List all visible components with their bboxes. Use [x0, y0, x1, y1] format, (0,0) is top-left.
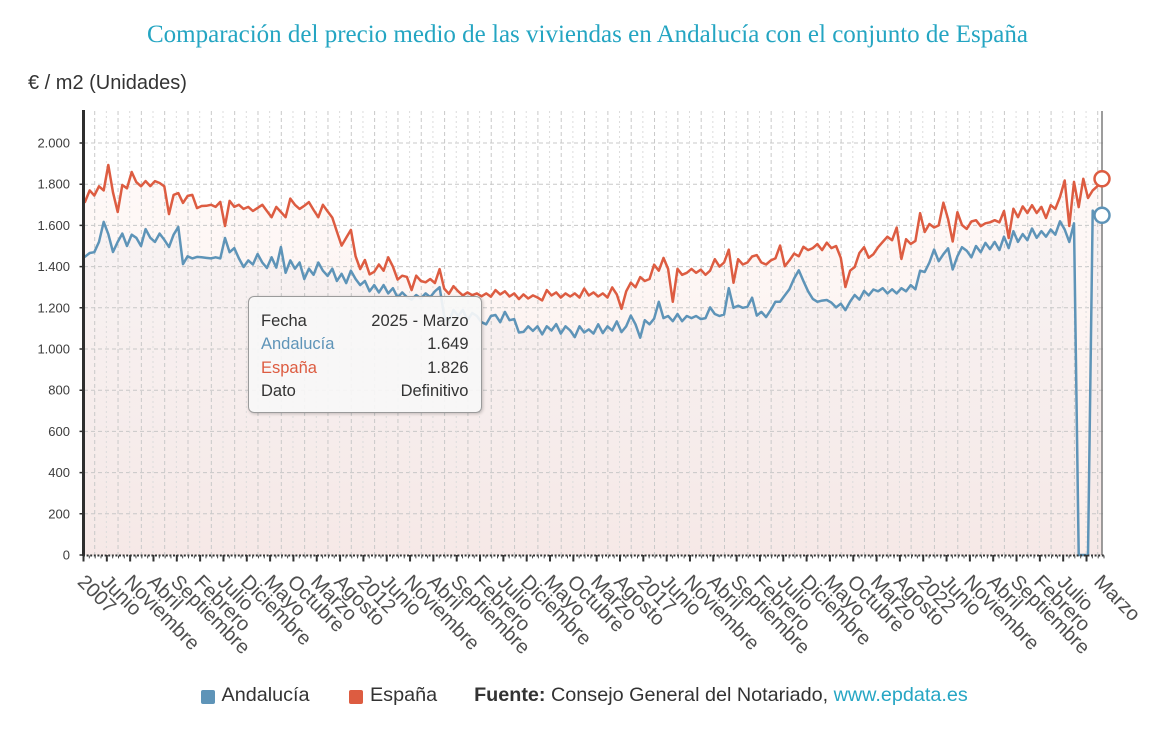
svg-text:400: 400 — [48, 465, 70, 480]
svg-text:600: 600 — [48, 424, 70, 439]
svg-text:2.000: 2.000 — [37, 136, 70, 151]
svg-text:1.400: 1.400 — [37, 259, 70, 274]
svg-text:1.000: 1.000 — [37, 342, 70, 357]
svg-text:Marzo: Marzo — [1089, 571, 1144, 626]
svg-text:1.600: 1.600 — [37, 218, 70, 233]
svg-text:1.800: 1.800 — [37, 177, 70, 192]
svg-text:800: 800 — [48, 383, 70, 398]
svg-text:1.200: 1.200 — [37, 300, 70, 315]
svg-text:0: 0 — [63, 548, 70, 563]
svg-text:200: 200 — [48, 506, 70, 521]
